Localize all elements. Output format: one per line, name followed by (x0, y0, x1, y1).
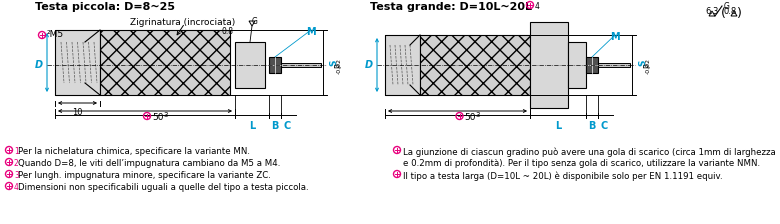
Text: 3: 3 (476, 112, 480, 118)
Bar (55, 30, 100, 95)
Text: B: B (271, 121, 278, 131)
Bar (598, 63, 630, 67)
Text: Dimensioni non specificabili uguali a quelle del tipo a testa piccola.: Dimensioni non specificabili uguali a qu… (18, 183, 309, 192)
Text: Per lungh. impugnatura minore, specificare la variante ZC.: Per lungh. impugnatura minore, specifica… (18, 171, 271, 180)
Text: S: S (638, 60, 647, 66)
Bar (100, 30, 230, 95)
Bar (269, 57, 281, 73)
Text: La giunzione di ciascun gradino può avere una gola di scarico (circa 1mm di larg: La giunzione di ciascun gradino può aver… (403, 147, 776, 157)
Text: 6.3: 6.3 (705, 7, 718, 16)
Text: G: G (724, 2, 730, 11)
Bar (281, 63, 321, 67)
Text: e 0.2mm di profondità). Per il tipo senza gola di scarico, utilizzare la variant: e 0.2mm di profondità). Per il tipo senz… (403, 159, 760, 168)
Text: 0.8: 0.8 (724, 7, 737, 16)
Text: 50: 50 (465, 113, 476, 122)
Text: P: P (643, 64, 652, 68)
Text: (: ( (721, 7, 726, 20)
Text: ): ) (737, 7, 742, 20)
Text: S: S (329, 60, 338, 66)
Text: B: B (588, 121, 596, 131)
Bar (235, 42, 265, 88)
Text: 50: 50 (152, 113, 164, 122)
Text: M: M (307, 27, 316, 37)
Text: L: L (555, 121, 561, 131)
Text: G: G (252, 17, 258, 26)
Text: Per la nichelatura chimica, specificare la variante MN.: Per la nichelatura chimica, specificare … (18, 147, 250, 156)
Text: Testa piccola: D=8~25: Testa piccola: D=8~25 (35, 2, 175, 12)
Text: 1: 1 (14, 147, 19, 156)
Text: 4: 4 (14, 183, 19, 192)
Bar (530, 22, 568, 108)
Bar (586, 57, 598, 73)
Text: C: C (601, 121, 608, 131)
Bar (420, 35, 530, 95)
Text: 3: 3 (14, 171, 19, 180)
Text: ²M5: ²M5 (47, 30, 64, 39)
Text: L: L (249, 121, 255, 131)
Text: -0.02: -0.02 (337, 58, 342, 74)
Text: D: D (365, 60, 373, 70)
Text: 4: 4 (535, 2, 540, 11)
Text: 10: 10 (73, 108, 83, 117)
Text: -0.02: -0.02 (646, 58, 651, 74)
Text: P: P (334, 64, 343, 68)
Text: Quando D=8, le viti dell’impugnatura cambiano da M5 a M4.: Quando D=8, le viti dell’impugnatura cam… (18, 159, 280, 168)
Text: 3: 3 (163, 112, 168, 118)
Bar (385, 35, 420, 95)
Text: Zigrinatura (incrociata): Zigrinatura (incrociata) (130, 18, 236, 27)
Text: Testa grande: D=10L~20L: Testa grande: D=10L~20L (370, 2, 532, 12)
Text: 2: 2 (14, 159, 19, 168)
Bar (568, 42, 586, 88)
Text: M: M (610, 32, 620, 42)
Text: D: D (35, 60, 43, 70)
Text: Il tipo a testa larga (D=10L ~ 20L) è disponibile solo per EN 1.1191 equiv.: Il tipo a testa larga (D=10L ~ 20L) è di… (403, 171, 722, 181)
Text: C: C (283, 121, 291, 131)
Text: 0.8: 0.8 (221, 27, 233, 36)
